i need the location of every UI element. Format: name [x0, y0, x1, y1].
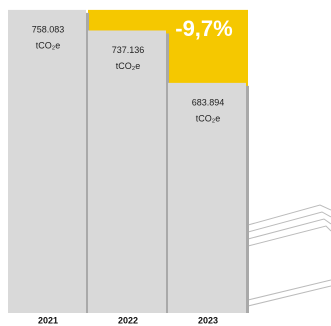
value-label: 737.136: [112, 45, 145, 55]
x-tick-label: 2023: [198, 315, 218, 325]
bar: [8, 9, 86, 314]
value-label: 758.083: [32, 24, 65, 34]
unit-label: tCO₂e: [36, 40, 61, 50]
decorative-sketch: [247, 204, 331, 307]
bar: [88, 30, 166, 313]
x-tick-label: 2022: [118, 315, 138, 325]
bar: [168, 82, 246, 314]
value-label: 683.894: [192, 97, 225, 107]
x-tick-label: 2021: [38, 315, 58, 325]
change-annotation: -9,7%: [175, 16, 232, 41]
unit-label: tCO₂e: [116, 61, 141, 71]
unit-label: tCO₂e: [196, 113, 221, 123]
